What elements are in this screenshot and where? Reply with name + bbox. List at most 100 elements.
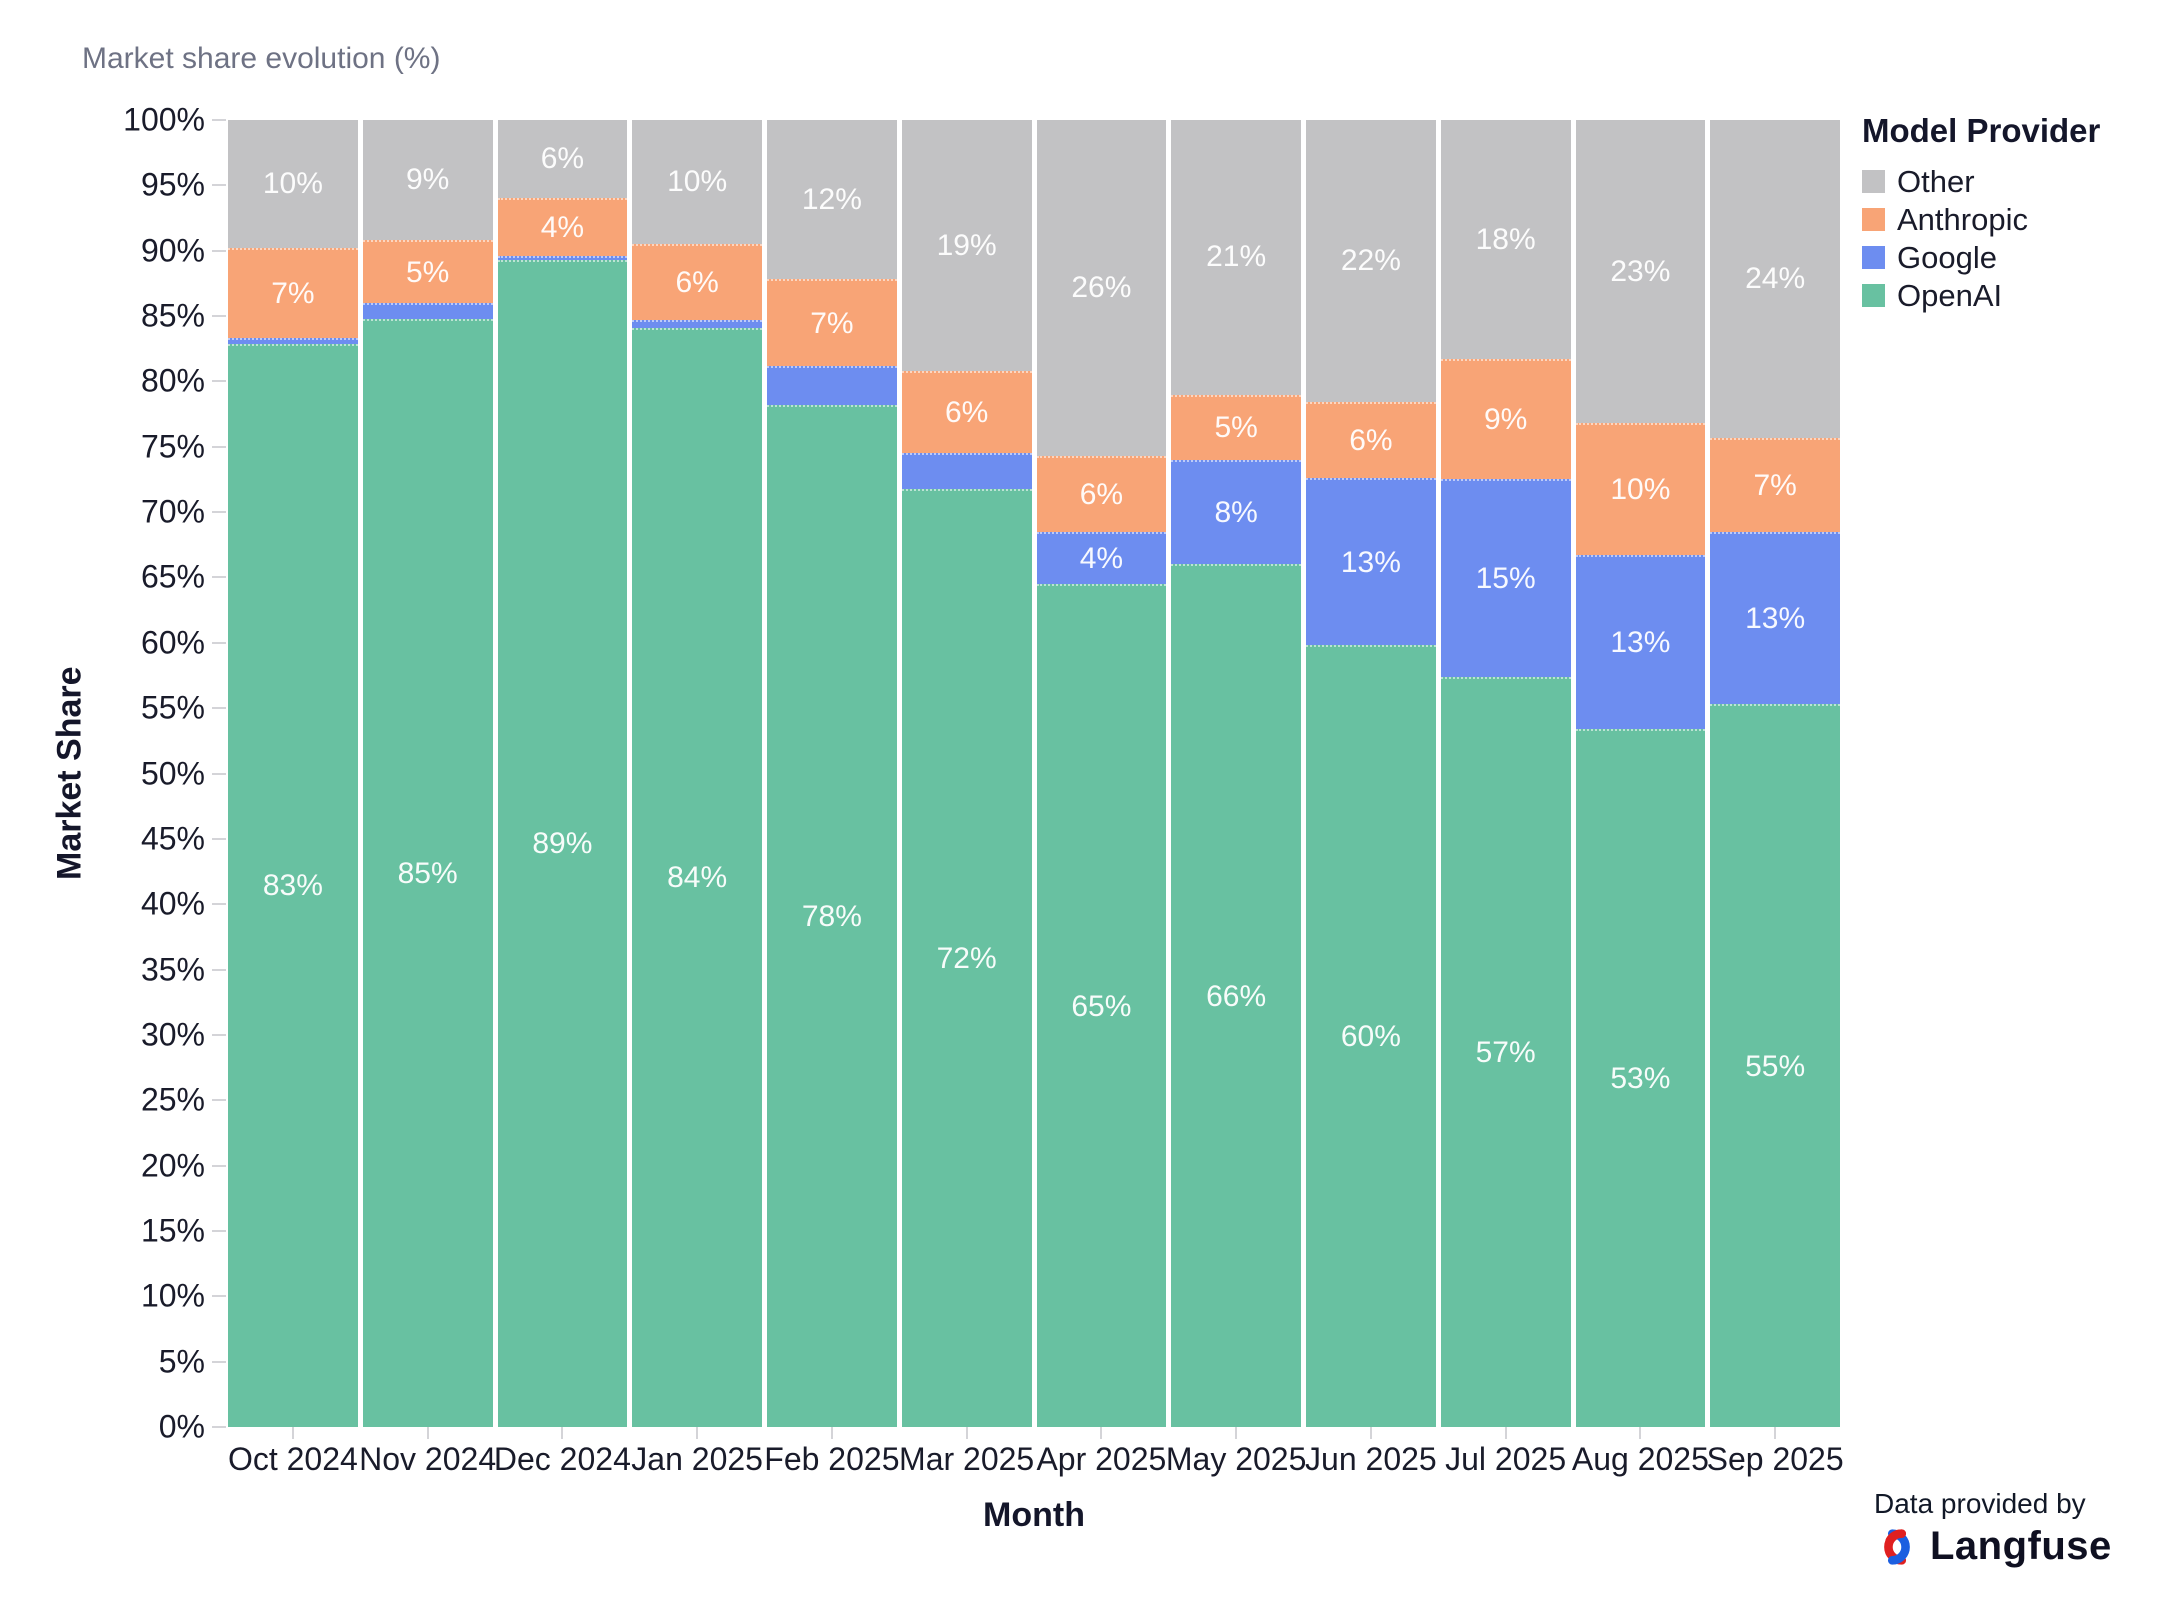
bar-column-mar-2025: 72% 6% 19% Mar 2025 [899, 120, 1034, 1477]
legend-item-openai: OpenAI [1862, 280, 2142, 311]
x-tick-label: Apr 2025 [1036, 1441, 1167, 1477]
legend-swatch-icon [1862, 170, 1885, 193]
bar-column-jun-2025: 60% 13% 6% 22% Jun 2025 [1305, 120, 1437, 1477]
segment-value-label: 22% [1340, 244, 1401, 278]
segment-google [632, 320, 762, 328]
y-tick-label: 20% [140, 1147, 205, 1184]
stacked-bar: 60% 13% 6% 22% [1306, 120, 1436, 1427]
y-tick-label: 0% [158, 1408, 205, 1445]
segment-openai: 83% [228, 343, 358, 1427]
stacked-bar: 84% 6% 10% [632, 120, 762, 1427]
plot-area: 83% 7% 10% Oct 2024 85% 5% 9% Nov 2024 89% 4% 6% De… [228, 120, 1844, 1477]
x-tick-label: May 2025 [1165, 1441, 1307, 1477]
bar-column-jul-2025: 57% 15% 9% 18% Jul 2025 [1440, 120, 1571, 1477]
segment-google: 13% [1710, 531, 1840, 705]
segment-anthropic: 9% [1440, 359, 1571, 480]
bar-column-oct-2024: 83% 7% 10% Oct 2024 [228, 120, 358, 1477]
segment-openai: 53% [1575, 729, 1706, 1427]
segment-value-label: 6% [675, 266, 719, 300]
y-tick-mark [212, 1164, 226, 1167]
legend-label: OpenAI [1897, 278, 2003, 313]
segment-google [497, 255, 628, 260]
y-tick-mark [212, 707, 226, 710]
segment-value-label: 7% [271, 277, 315, 311]
segment-value-label: 24% [1745, 261, 1806, 295]
y-tick-mark [212, 1295, 226, 1298]
x-axis-title: Month [983, 1496, 1085, 1534]
legend-item-other: Other [1862, 166, 2142, 197]
segment-value-label: 6% [1349, 424, 1393, 458]
y-tick-label: 40% [140, 885, 205, 922]
segment-other: 18% [1440, 120, 1571, 360]
legend-swatch-icon [1862, 284, 1885, 307]
y-tick-mark [212, 445, 226, 448]
x-tick-label: Aug 2025 [1571, 1441, 1709, 1477]
segment-anthropic: 6% [1306, 402, 1436, 479]
segment-value-label: 15% [1475, 562, 1536, 596]
segment-other: 12% [767, 120, 897, 280]
legend-label: Google [1897, 240, 1997, 275]
segment-other: 10% [228, 120, 358, 249]
segment-value-label: 6% [944, 396, 989, 430]
segment-other: 26% [1036, 120, 1167, 456]
y-tick-label: 85% [140, 297, 205, 334]
y-tick-mark [212, 1033, 226, 1036]
bar-column-sep-2025: 55% 13% 7% 24% Sep 2025 [1707, 120, 1844, 1477]
y-tick-label: 60% [140, 624, 205, 661]
segment-value-label: 26% [1071, 270, 1132, 304]
segment-value-label: 23% [1610, 254, 1671, 288]
segment-value-label: 8% [1214, 496, 1258, 530]
legend-item-anthropic: Anthropic [1862, 204, 2142, 235]
x-tick-mark [1369, 1427, 1372, 1439]
bar-column-feb-2025: 78% 7% 12% Feb 2025 [764, 120, 899, 1477]
segment-value-label: 13% [1745, 601, 1806, 635]
segment-value-label: 65% [1071, 989, 1132, 1023]
segment-google [362, 303, 493, 319]
y-tick-mark [212, 184, 226, 187]
segment-google [228, 338, 358, 344]
segment-anthropic: 7% [1710, 437, 1840, 532]
stacked-bar: 53% 13% 10% 23% [1575, 120, 1706, 1427]
segment-anthropic: 7% [767, 279, 897, 366]
segment-value-label: 78% [801, 899, 862, 933]
segment-openai: 85% [362, 318, 493, 1427]
segment-other: 9% [362, 120, 493, 241]
segment-value-label: 84% [667, 861, 728, 895]
y-tick-mark [212, 641, 226, 644]
segment-value-label: 57% [1475, 1035, 1536, 1069]
legend-label: Other [1897, 164, 1975, 199]
y-tick-label: 55% [140, 689, 205, 726]
attribution-footer: Data provided by Langfuse [1874, 1488, 2112, 1569]
stacked-bar: 65% 4% 6% 26% [1036, 120, 1167, 1427]
segment-google [901, 453, 1032, 489]
segment-openai: 72% [901, 488, 1032, 1427]
x-tick-mark [965, 1427, 968, 1439]
stacked-bar: 66% 8% 5% 21% [1171, 120, 1301, 1427]
y-tick-mark [212, 772, 226, 775]
y-tick-mark [212, 576, 226, 579]
segment-anthropic: 7% [228, 248, 358, 339]
x-tick-label: Dec 2024 [493, 1441, 631, 1477]
bar-column-apr-2025: 65% 4% 6% 26% Apr 2025 [1036, 120, 1167, 1477]
y-tick-mark [212, 315, 226, 318]
segment-google: 8% [1171, 459, 1301, 565]
segment-value-label: 7% [1753, 468, 1797, 502]
segment-value-label: 66% [1206, 979, 1267, 1013]
segment-openai: 78% [767, 404, 897, 1427]
legend-swatch-icon [1862, 208, 1885, 231]
segment-other: 22% [1306, 120, 1436, 403]
stacked-bar: 72% 6% 19% [901, 120, 1032, 1427]
y-tick-label: 95% [140, 166, 205, 203]
segment-other: 10% [632, 120, 762, 245]
x-tick-label: Jun 2025 [1305, 1441, 1437, 1477]
segment-value-label: 5% [1214, 411, 1258, 445]
bar-column-dec-2024: 89% 4% 6% Dec 2024 [494, 120, 631, 1477]
segment-value-label: 60% [1340, 1020, 1401, 1054]
y-tick-label: 45% [140, 820, 205, 857]
segment-value-label: 9% [405, 163, 450, 197]
y-tick-mark [212, 1426, 226, 1428]
y-tick-mark [212, 249, 226, 252]
x-tick-mark [1504, 1427, 1507, 1439]
legend-title: Model Provider [1862, 112, 2101, 149]
stacked-bar: 78% 7% 12% [767, 120, 897, 1427]
